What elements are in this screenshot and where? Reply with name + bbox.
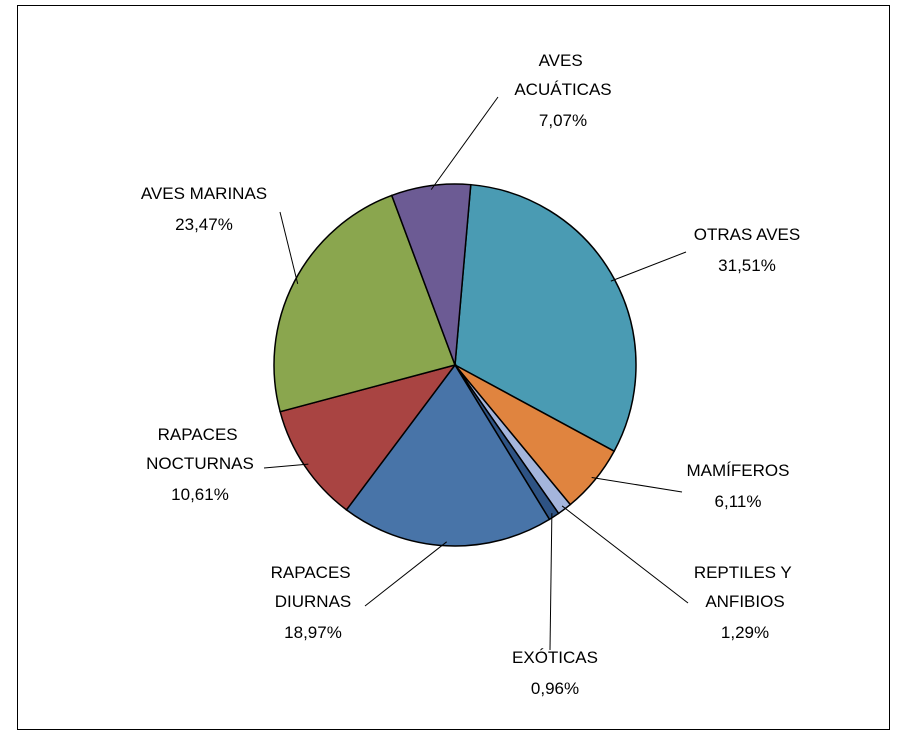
slice-value-label: 7,07% [539,111,587,130]
slice-label: RAPACES DIURNAS [271,563,356,611]
slice-value-label: 1,29% [721,623,769,642]
slice-label: AVES MARINAS [141,184,267,203]
leader-line [263,463,309,469]
slice-label: EXÓTICAS [512,648,598,667]
pie-slice [273,194,456,413]
leader-line [561,505,689,604]
slice-value-label: 31,51% [718,256,776,275]
slice-label: RAPACES NOCTURNAS [146,425,254,473]
pie-slice [279,363,457,511]
slice-value-label: 18,97% [284,623,342,642]
leader-line [430,96,499,190]
pie-slice [345,363,551,547]
leader-line [364,541,447,607]
leader-line [610,251,687,282]
leader-line [591,476,683,493]
leader-line [549,513,553,651]
slice-value-label: 6,11% [715,492,762,511]
slice-label: MAMÍFEROS [687,461,790,480]
pie-slice [390,183,472,366]
slice-value-label: 10,61% [171,485,229,504]
slice-value-label: 0,96% [531,679,579,698]
slice-label: AVES ACUÁTICAS [514,51,611,99]
leader-line [279,211,299,284]
slice-label: REPTILES Y ANFIBIOS [694,563,796,611]
slice-value-label: 23,47% [175,215,233,234]
slice-label: OTRAS AVES [694,225,800,244]
